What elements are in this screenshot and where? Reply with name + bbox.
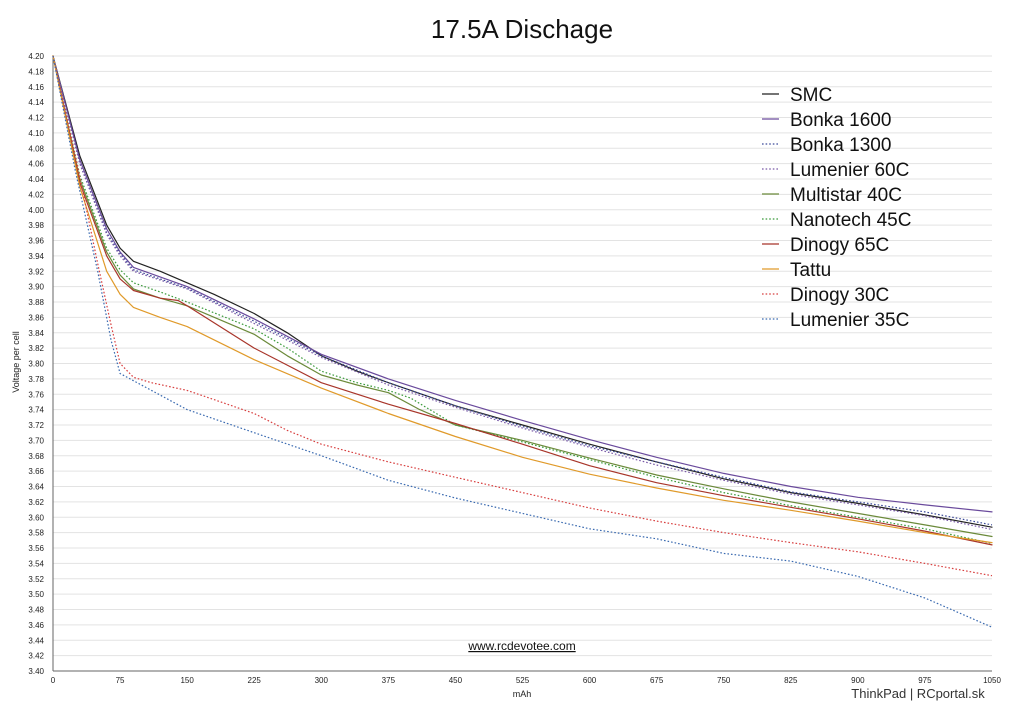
legend-label: SMC <box>790 85 832 106</box>
y-tick-label: 4.04 <box>28 175 44 184</box>
x-tick-label: 450 <box>449 676 463 685</box>
series-line <box>52 55 993 577</box>
legend-label: Bonka 1600 <box>790 110 891 131</box>
legend-label: Lumenier 60C <box>790 160 909 181</box>
series-line <box>52 55 993 531</box>
x-tick-labels: 0 75 150 225 300 375 450 525 600 675 750 825 900 975 1… <box>51 676 1002 685</box>
legend-label: Nanotech 45C <box>790 210 911 231</box>
y-tick-label: 3.88 <box>28 298 44 307</box>
axes <box>52 56 992 672</box>
x-tick-label: 525 <box>516 676 530 685</box>
x-tick-label: 975 <box>918 676 932 685</box>
y-tick-label: 3.56 <box>28 544 44 553</box>
y-tick-label: 3.98 <box>28 221 44 230</box>
y-tick-labels: 3.40 3.42 3.44 3.46 3.48 3.50 3.52 3.54 3.56 3.58… <box>28 52 44 676</box>
legend-label: Bonka 1300 <box>790 135 891 156</box>
legend-label: Multistar 40C <box>790 185 902 206</box>
x-tick-label: 750 <box>717 676 731 685</box>
series-line <box>52 55 993 526</box>
legend-label: Dinogy 30C <box>790 285 889 306</box>
y-tick-label: 3.44 <box>28 636 44 645</box>
x-tick-label: 75 <box>116 676 125 685</box>
y-tick-label: 3.68 <box>28 452 44 461</box>
y-tick-label: 3.78 <box>28 375 44 384</box>
x-tick-label: 0 <box>51 676 56 685</box>
legend: SMC Bonka 1600 Bonka 1300 Lumenier 60C Multi… <box>762 85 911 331</box>
x-tick-label: 675 <box>650 676 664 685</box>
y-tick-label: 4.10 <box>28 129 44 138</box>
y-tick-label: 3.76 <box>28 390 44 399</box>
y-tick-label: 3.54 <box>28 559 44 568</box>
x-tick-label: 900 <box>851 676 865 685</box>
y-tick-label: 3.64 <box>28 483 44 492</box>
series-line <box>52 55 993 544</box>
x-tick-label: 375 <box>382 676 396 685</box>
y-tick-label: 3.74 <box>28 406 44 415</box>
chart-title: 17.5A Dischage <box>431 14 613 44</box>
y-tick-label: 4.00 <box>28 206 44 215</box>
y-tick-label: 3.46 <box>28 621 44 630</box>
x-tick-label: 825 <box>784 676 798 685</box>
y-tick-label: 4.18 <box>28 67 44 76</box>
y-tick-label: 3.82 <box>28 344 44 353</box>
series-line <box>52 55 993 546</box>
y-tick-label: 4.12 <box>28 114 44 123</box>
y-tick-label: 3.96 <box>28 237 44 246</box>
series-line <box>52 55 993 544</box>
y-tick-label: 3.50 <box>28 590 44 599</box>
y-tick-label: 3.52 <box>28 575 44 584</box>
legend-label: Tattu <box>790 260 831 281</box>
watermark-url: www.rcdevotee.com <box>467 639 575 653</box>
series-line <box>52 55 993 538</box>
y-tick-label: 3.58 <box>28 529 44 538</box>
x-tick-label: 1050 <box>983 676 1001 685</box>
credit-text: ThinkPad | RCportal.sk <box>851 686 985 701</box>
legend-label: Dinogy 65C <box>790 235 889 256</box>
y-tick-label: 4.20 <box>28 52 44 61</box>
y-tick-label: 3.90 <box>28 283 44 292</box>
y-tick-label: 3.40 <box>28 667 44 676</box>
y-tick-label: 3.62 <box>28 498 44 507</box>
y-tick-label: 3.86 <box>28 313 44 322</box>
y-axis-label: Voltage per cell <box>11 331 21 393</box>
y-tick-label: 4.02 <box>28 190 44 199</box>
y-tick-label: 3.60 <box>28 513 44 522</box>
series-line <box>52 55 993 628</box>
y-tick-label: 3.48 <box>28 606 44 615</box>
y-tick-label: 3.42 <box>28 652 44 661</box>
x-axis-label: mAh <box>513 689 532 699</box>
y-tick-label: 3.66 <box>28 467 44 476</box>
y-tick-label: 3.94 <box>28 252 44 261</box>
y-tick-label: 3.72 <box>28 421 44 430</box>
y-tick-label: 4.16 <box>28 83 44 92</box>
y-tick-label: 4.08 <box>28 144 44 153</box>
legend-label: Lumenier 35C <box>790 310 909 331</box>
y-tick-label: 3.70 <box>28 436 44 445</box>
y-tick-label: 4.14 <box>28 98 44 107</box>
y-tick-label: 3.92 <box>28 267 44 276</box>
x-tick-label: 225 <box>248 676 262 685</box>
y-tick-label: 3.84 <box>28 329 44 338</box>
series-line <box>52 55 993 513</box>
x-tick-label: 300 <box>315 676 329 685</box>
x-tick-label: 600 <box>583 676 597 685</box>
series-lines <box>52 55 993 628</box>
y-tick-label: 3.80 <box>28 360 44 369</box>
y-tick-label: 4.06 <box>28 160 44 169</box>
y-gridlines <box>53 55 992 672</box>
x-tick-label: 150 <box>180 676 194 685</box>
